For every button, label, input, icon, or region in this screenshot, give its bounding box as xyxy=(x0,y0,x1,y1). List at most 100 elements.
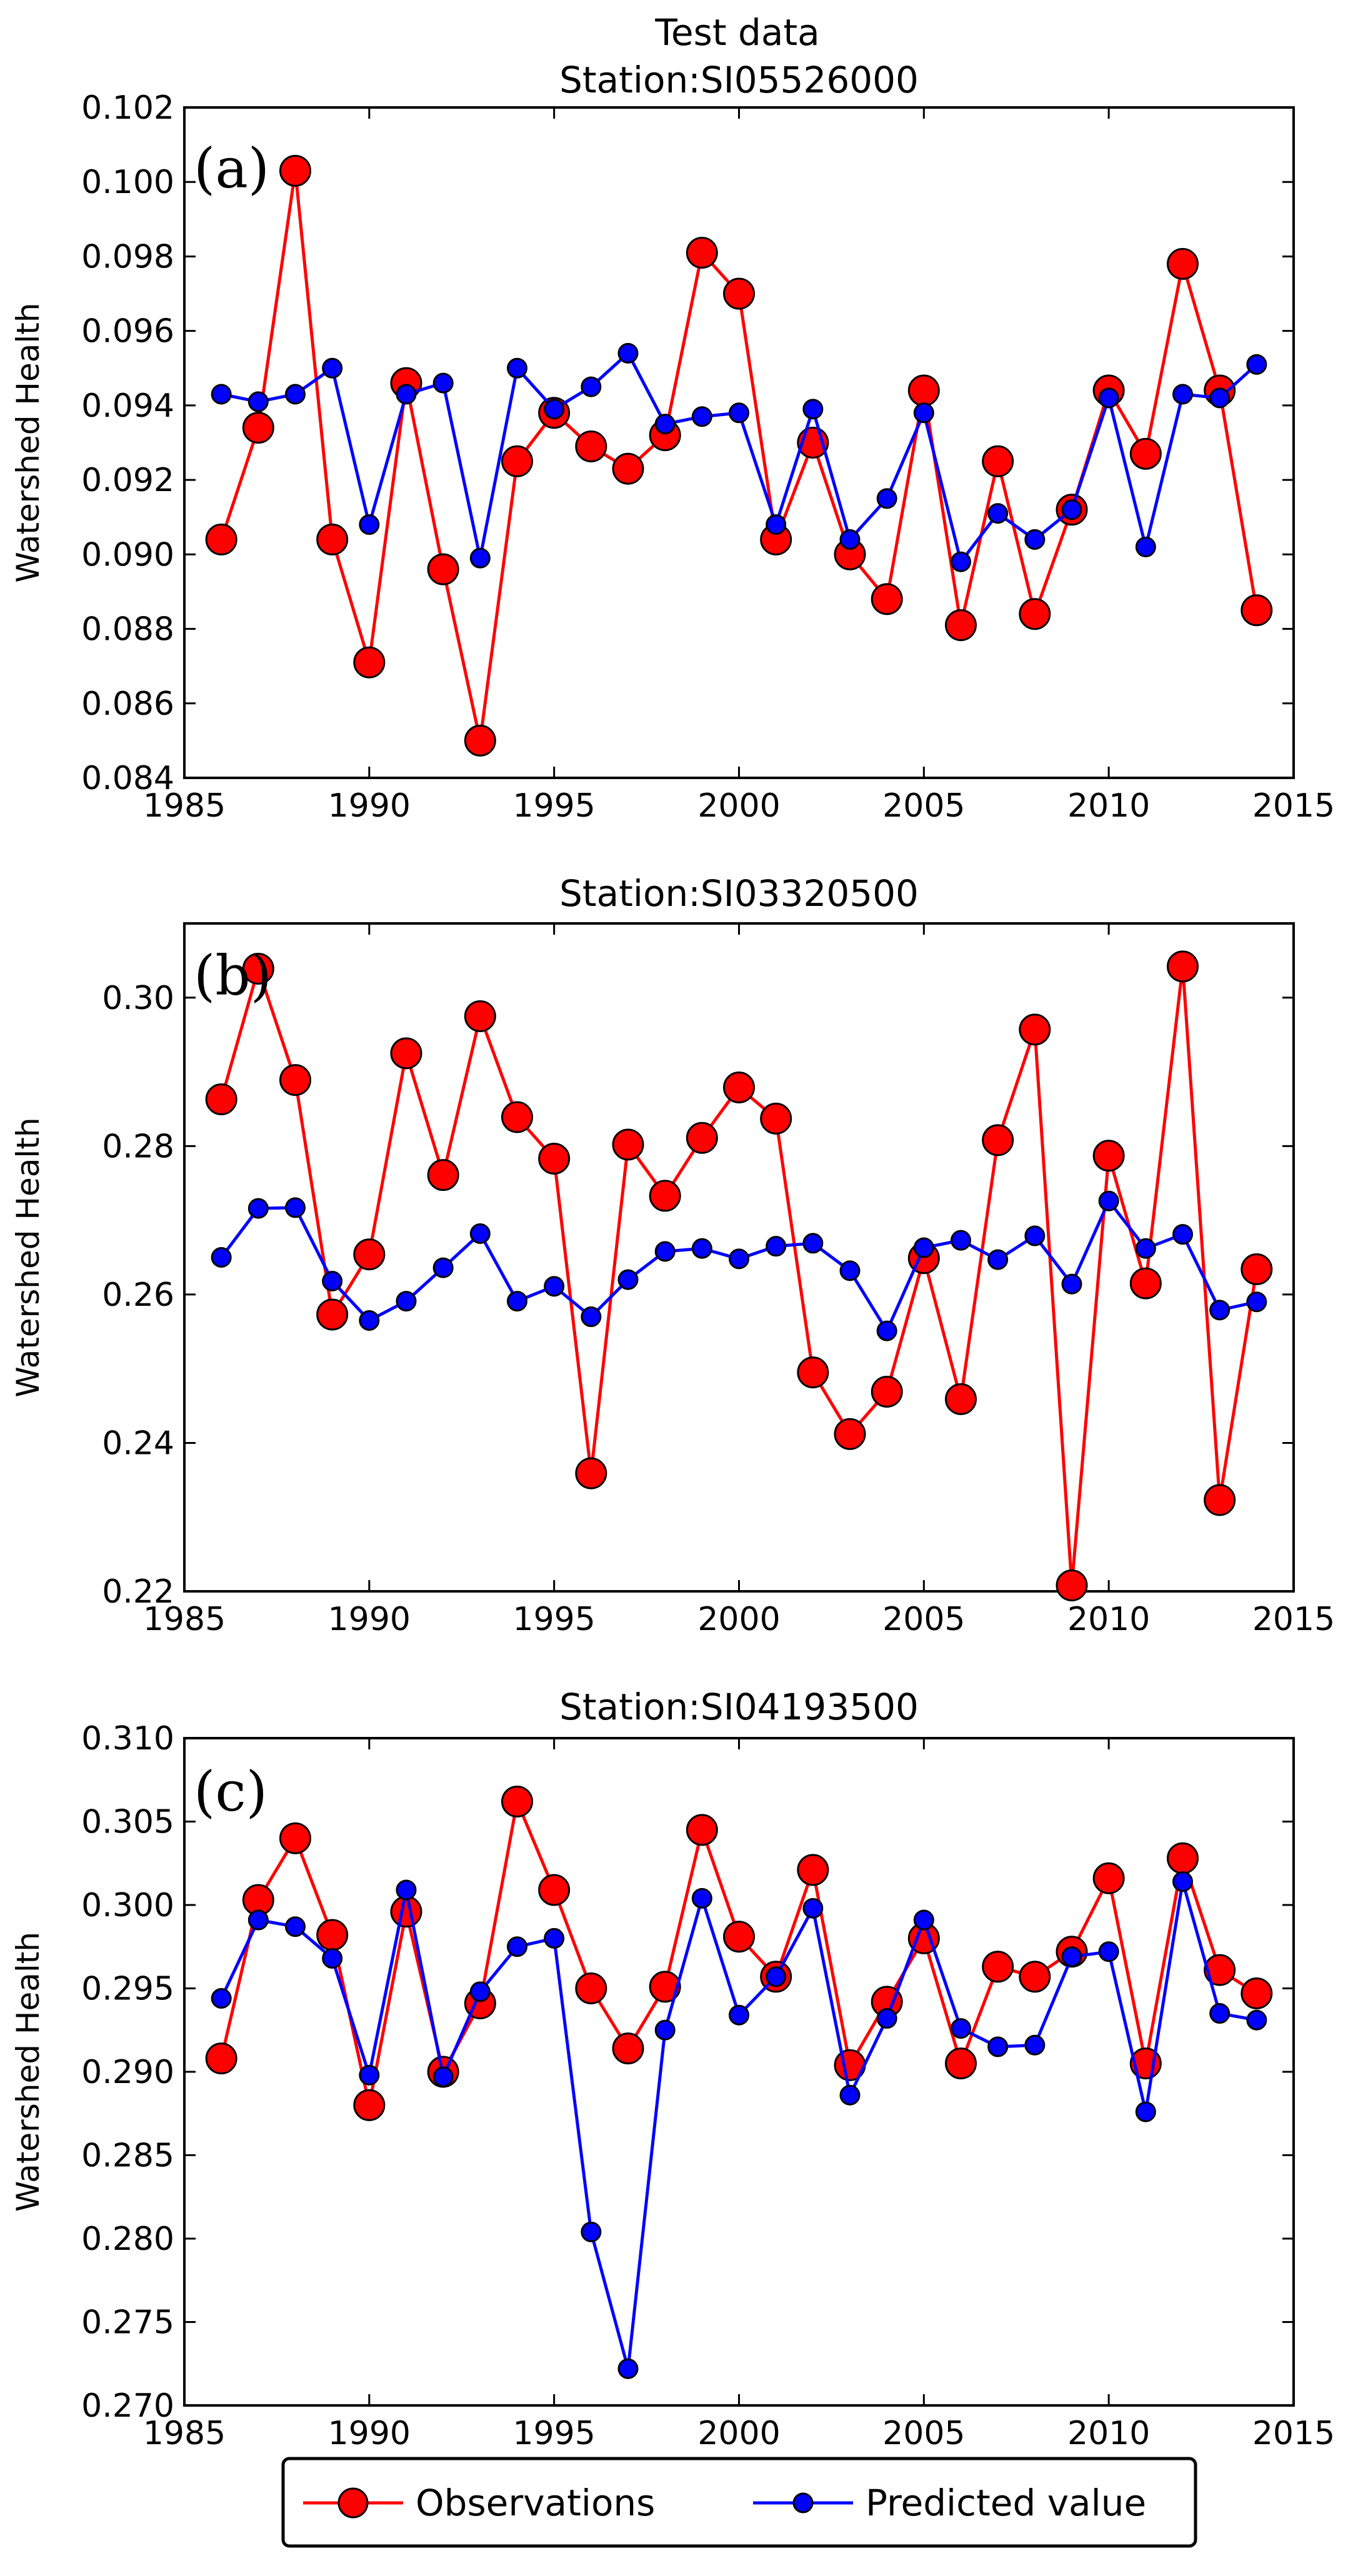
data-point-predicted-a xyxy=(913,402,934,424)
data-point-observations-b xyxy=(575,1457,607,1489)
data-point-observations-a xyxy=(427,553,459,585)
data-point-observations-b xyxy=(464,1000,496,1032)
x-tick-label-c: 2000 xyxy=(697,2415,780,2452)
y-tick-label-a: 0.090 xyxy=(81,536,174,574)
data-point-predicted-c xyxy=(802,1897,824,1919)
data-point-predicted-c xyxy=(1246,2009,1267,2031)
data-point-observations-a xyxy=(464,724,496,757)
data-point-predicted-c xyxy=(544,1927,565,1949)
data-point-observations-a xyxy=(723,277,755,310)
y-axis-label-b: Watershed Health xyxy=(10,1117,46,1397)
x-tick-label-c: 1995 xyxy=(512,2415,595,2452)
data-point-predicted-b xyxy=(507,1291,527,1312)
data-point-predicted-c xyxy=(1172,1871,1193,1892)
data-point-predicted-b xyxy=(839,1260,861,1281)
y-tick-label-b: 0.30 xyxy=(102,980,174,1017)
data-point-predicted-b xyxy=(1246,1291,1267,1313)
data-point-observations-a xyxy=(353,646,386,679)
data-point-predicted-b xyxy=(1061,1273,1082,1295)
data-point-observations-c xyxy=(316,1919,349,1951)
data-point-observations-b xyxy=(797,1356,829,1389)
data-point-predicted-a xyxy=(581,376,602,397)
x-tick-label-a: 1995 xyxy=(512,787,595,825)
x-tick-label-c: 1990 xyxy=(328,2415,411,2452)
y-axis-label-a: Watershed Health xyxy=(10,302,46,582)
data-point-observations-b xyxy=(1129,1267,1162,1300)
y-tick-label-c: 0.270 xyxy=(81,2387,174,2425)
data-point-observations-c xyxy=(945,2047,977,2080)
data-point-predicted-b xyxy=(876,1320,897,1341)
data-point-observations-a xyxy=(982,445,1014,477)
data-point-observations-c xyxy=(353,2089,386,2121)
data-point-observations-b xyxy=(279,1064,311,1097)
x-tick-label-b: 2010 xyxy=(1067,1601,1150,1638)
chart-title-b: Station:SI03320500 xyxy=(559,872,919,915)
y-tick-label-c: 0.285 xyxy=(81,2137,174,2175)
data-point-observations-b xyxy=(686,1121,718,1154)
data-point-observations-a xyxy=(242,412,274,444)
legend-observations-label: Observations xyxy=(416,2482,655,2524)
panel-label-a: (a) xyxy=(194,136,269,201)
data-point-observations-c xyxy=(1204,1954,1236,1986)
data-point-observations-b xyxy=(427,1159,459,1191)
legend-observations-marker xyxy=(337,2487,369,2519)
data-point-predicted-a xyxy=(987,503,1009,524)
data-point-observations-a xyxy=(205,523,237,555)
data-point-observations-b xyxy=(612,1128,644,1161)
legend-predicted-marker xyxy=(792,2492,814,2514)
data-point-predicted-a xyxy=(654,414,676,435)
data-point-observations-b xyxy=(538,1143,571,1175)
data-point-predicted-b xyxy=(617,1269,639,1290)
data-point-predicted-a xyxy=(802,399,824,420)
data-point-observations-b xyxy=(242,952,274,985)
data-point-predicted-a xyxy=(507,357,527,379)
chart-title-a: Station:SI05526000 xyxy=(559,59,919,101)
x-tick-label-a: 2005 xyxy=(882,787,965,825)
data-point-observations-a xyxy=(907,374,940,407)
data-point-predicted-c xyxy=(1024,2034,1046,2056)
data-point-predicted-a xyxy=(247,391,269,412)
x-tick-label-c: 1985 xyxy=(143,2415,226,2452)
data-point-predicted-a xyxy=(359,514,380,535)
data-point-observations-a xyxy=(575,430,607,462)
data-point-predicted-a xyxy=(1172,384,1193,405)
x-tick-label-a: 2000 xyxy=(697,787,780,825)
data-point-predicted-a xyxy=(469,547,491,569)
data-point-observations-a xyxy=(316,523,349,555)
data-point-predicted-b xyxy=(211,1247,232,1268)
y-tick-label-a: 0.096 xyxy=(81,313,174,351)
data-point-observations-a xyxy=(1019,598,1051,630)
y-tick-label-b: 0.24 xyxy=(102,1425,174,1462)
legend-predicted-label: Predicted value xyxy=(866,2482,1146,2524)
y-tick-label-a: 0.092 xyxy=(81,462,174,499)
data-point-predicted-b xyxy=(1098,1190,1119,1211)
data-point-predicted-b xyxy=(322,1271,343,1292)
data-point-observations-c xyxy=(501,1785,533,1818)
data-point-predicted-a xyxy=(1098,387,1119,409)
data-point-observations-b xyxy=(1241,1253,1273,1286)
data-point-predicted-c xyxy=(951,2018,971,2039)
panel-label-c: (c) xyxy=(194,1759,267,1824)
data-point-predicted-a xyxy=(1024,529,1046,550)
y-tick-label-c: 0.275 xyxy=(81,2304,174,2342)
x-tick-label-a: 2015 xyxy=(1252,787,1335,825)
data-point-predicted-a xyxy=(839,529,861,550)
data-point-observations-b xyxy=(205,1083,237,1116)
data-point-predicted-b xyxy=(766,1236,787,1257)
data-point-predicted-b xyxy=(247,1198,269,1219)
chart-title-c: Station:SI04193500 xyxy=(559,1686,919,1728)
data-point-predicted-a xyxy=(729,402,749,424)
data-point-predicted-b xyxy=(691,1238,712,1259)
data-point-observations-b xyxy=(1092,1140,1125,1172)
data-point-predicted-a xyxy=(951,551,971,572)
data-point-predicted-b xyxy=(469,1223,491,1244)
data-point-observations-c xyxy=(279,1822,311,1854)
data-point-observations-b xyxy=(316,1298,349,1331)
x-tick-label-c: 2005 xyxy=(882,2415,965,2452)
y-tick-label-a: 0.088 xyxy=(81,611,174,649)
data-point-observations-c xyxy=(1167,1842,1199,1874)
x-tick-label-b: 1990 xyxy=(328,1601,411,1638)
data-point-observations-b xyxy=(1167,950,1199,983)
data-point-predicted-c xyxy=(469,1981,491,2002)
data-point-observations-b xyxy=(1019,1013,1051,1046)
